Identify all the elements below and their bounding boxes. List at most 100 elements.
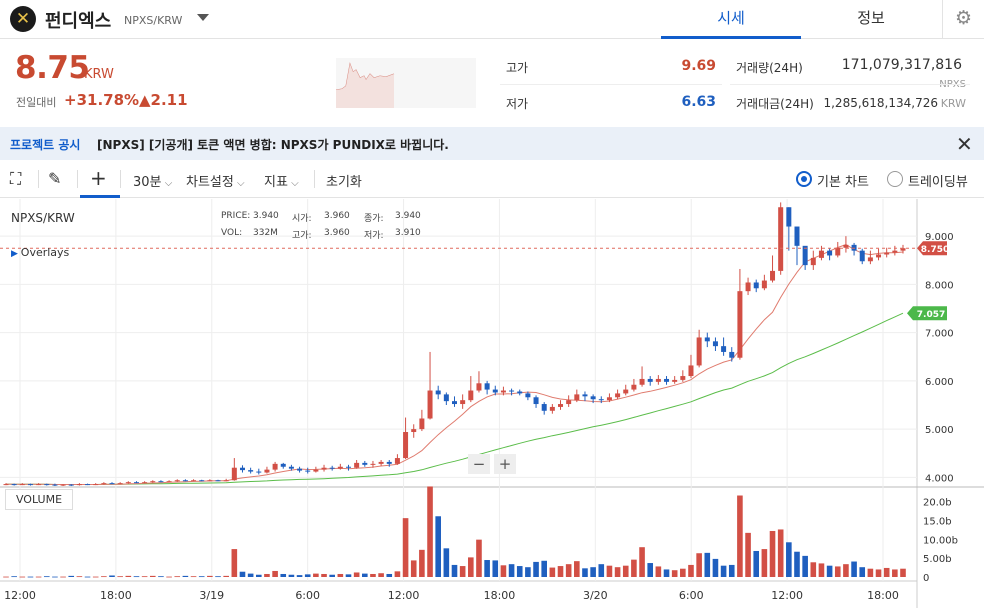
- crosshair-icon[interactable]: +: [90, 166, 107, 190]
- volume-bar: [459, 566, 466, 577]
- candle-body: [3, 484, 9, 486]
- volume-bar: [671, 570, 678, 577]
- candle-body: [435, 390, 441, 395]
- candle-body: [786, 207, 792, 227]
- candle-body: [403, 432, 409, 459]
- basic-chart-radio[interactable]: [796, 171, 812, 187]
- close-icon[interactable]: ✕: [956, 132, 973, 156]
- chevron-down-icon: ⌵: [233, 178, 245, 189]
- volume-bar: [622, 565, 629, 577]
- candle-body: [672, 379, 678, 382]
- overlays-toggle[interactable]: ▶ Overlays: [11, 246, 69, 259]
- ohlc-label: 저가:: [364, 231, 384, 241]
- tradingview-label[interactable]: 트레이딩뷰: [908, 175, 968, 190]
- volume-bar: [696, 553, 702, 577]
- volume-tick-label: 10.00b: [923, 535, 958, 546]
- price-tick-label: 6.000: [925, 377, 954, 388]
- tab-info[interactable]: 정보: [857, 9, 885, 27]
- volume-tick-label: 0: [923, 573, 929, 584]
- candle-body: [419, 418, 425, 430]
- candle-body: [778, 207, 784, 271]
- coin-name[interactable]: 펀디엑스: [45, 11, 112, 32]
- volume-bar: [737, 495, 743, 577]
- notice-banner[interactable]: 프로젝트 공시 [NPXS] [기공개] 토큰 액면 병합: NPXS가 PUN…: [0, 127, 984, 160]
- volume-bar: [166, 576, 172, 578]
- candle-body: [827, 250, 833, 256]
- pencil-icon[interactable]: ✎: [48, 169, 62, 188]
- time-tick-label: 12:00: [388, 589, 420, 602]
- volume-bar: [598, 564, 605, 577]
- volume-bar: [247, 573, 254, 577]
- time-tick-label: 12:00: [771, 589, 803, 602]
- chart-settings-menu[interactable]: 차트설정 ⌵: [186, 171, 245, 190]
- volume-bar: [468, 557, 474, 577]
- indicators-menu[interactable]: 지표 ⌵: [264, 171, 299, 190]
- volume-bar: [516, 566, 523, 577]
- change-amount: ▲2.11: [139, 91, 188, 109]
- volume-bar: [223, 575, 229, 577]
- gear-icon[interactable]: ⚙: [942, 0, 984, 39]
- interval-select[interactable]: 30분 ⌵: [133, 171, 172, 190]
- volume-bar: [834, 566, 841, 577]
- ohlc-value: 332M: [253, 228, 278, 238]
- volume-bar: [761, 549, 768, 577]
- volume-bar: [386, 573, 393, 577]
- volume-bar: [606, 565, 613, 577]
- volume-bar: [745, 532, 751, 577]
- coin-pair[interactable]: NPXS/KRW: [124, 14, 183, 27]
- ohlc-label: 시가:: [292, 214, 312, 224]
- reset-button[interactable]: 초기화: [326, 175, 362, 190]
- notice-text[interactable]: [NPXS] [기공개] 토큰 액면 병합: NPXS가 PUNDIX로 바뀝니…: [97, 138, 449, 152]
- volume-bar: [647, 563, 654, 577]
- volume-bar: [843, 564, 849, 577]
- volume-bar: [810, 562, 817, 577]
- candle-body: [525, 393, 531, 398]
- tradingview-radio[interactable]: [887, 171, 903, 187]
- volume-bar: [541, 560, 547, 577]
- tab-price[interactable]: 시세: [661, 0, 801, 39]
- volume-bar: [198, 576, 205, 578]
- volume-bar: [337, 573, 344, 577]
- last-price-tag-bg: [917, 241, 947, 256]
- time-tick-label: 6:00: [295, 589, 320, 602]
- volume-bar: [239, 571, 246, 577]
- volume-bar: [565, 564, 572, 577]
- candle-body: [460, 400, 466, 405]
- volume-bar: [362, 573, 368, 577]
- volume-label: VOLUME: [5, 489, 73, 510]
- volume-bar: [76, 576, 83, 578]
- divider: [77, 170, 78, 188]
- zoom-in-button[interactable]: +: [494, 454, 516, 474]
- basic-chart-label[interactable]: 기본 차트: [817, 175, 869, 190]
- candle-body: [582, 394, 588, 397]
- ma-short-line: [5, 244, 904, 485]
- ohlc-value: 3.960: [324, 211, 350, 221]
- candle-body: [541, 404, 547, 411]
- candle-body: [558, 404, 564, 407]
- candle-body: [859, 250, 865, 262]
- volume-bar: [296, 575, 303, 577]
- candle-body: [500, 390, 506, 393]
- volume-bar: [60, 576, 66, 578]
- volume-bar: [190, 576, 197, 578]
- zoom-out-button[interactable]: −: [468, 454, 490, 474]
- candle-body: [182, 480, 188, 482]
- volume-bar: [794, 551, 800, 577]
- volume-bar: [476, 539, 482, 577]
- volume-bar: [141, 576, 148, 578]
- candle-body: [452, 401, 457, 405]
- price-chart[interactable]: 9.000 8.000 7.000 6.000 5.000 4.000 20.0b 15.0b…: [0, 199, 984, 608]
- chevron-down-icon[interactable]: [197, 14, 209, 21]
- divider: [500, 84, 722, 85]
- volume-bar: [207, 575, 213, 577]
- volume-bar: [378, 573, 384, 577]
- change-label: 전일대비: [16, 96, 57, 109]
- volume-bar: [818, 563, 825, 577]
- candle-body: [509, 390, 515, 392]
- volume-bar: [451, 564, 458, 577]
- candle-body: [664, 378, 670, 382]
- fullscreen-icon[interactable]: ⛶: [10, 169, 22, 188]
- candle-body: [36, 484, 42, 486]
- candle-body: [443, 394, 449, 402]
- candle-body: [427, 390, 433, 419]
